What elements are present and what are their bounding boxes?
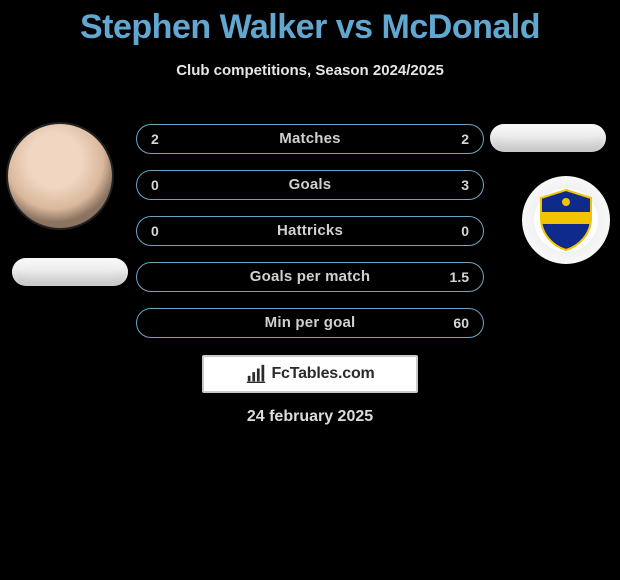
stat-row-hattricks: 0 Hattricks 0 <box>136 216 484 246</box>
stat-right: 0 <box>461 217 469 245</box>
date-text: 24 february 2025 <box>0 408 620 426</box>
page-title: Stephen Walker vs McDonald <box>0 8 620 47</box>
player2-club-crest <box>522 176 610 264</box>
branding-badge[interactable]: FcTables.com <box>202 355 418 393</box>
stat-row-goals: 0 Goals 3 <box>136 170 484 200</box>
stat-row-matches: 2 Matches 2 <box>136 124 484 154</box>
comparison-card: Stephen Walker vs McDonald Club competit… <box>0 0 620 580</box>
stat-right: 3 <box>461 171 469 199</box>
stat-row-gpm: Goals per match 1.5 <box>136 262 484 292</box>
bar-chart-icon <box>245 363 267 385</box>
stat-label: Hattricks <box>137 217 483 245</box>
title-vs: vs <box>336 8 373 46</box>
player1-club-pill <box>12 258 128 286</box>
subtitle: Club competitions, Season 2024/2025 <box>0 62 620 79</box>
shield-icon <box>537 188 595 252</box>
stat-row-mpg: Min per goal 60 <box>136 308 484 338</box>
stat-label: Goals per match <box>137 263 483 291</box>
stat-label: Min per goal <box>137 309 483 337</box>
player2-name: McDonald <box>382 8 540 46</box>
player1-name: Stephen Walker <box>80 8 327 46</box>
stat-right: 2 <box>461 125 469 153</box>
player1-photo <box>8 124 112 228</box>
stat-rows: 2 Matches 2 0 Goals 3 0 Hattricks 0 Goal… <box>136 124 484 354</box>
player2-club-pill <box>490 124 606 152</box>
stat-right: 60 <box>453 309 469 337</box>
stat-label: Matches <box>137 125 483 153</box>
stat-label: Goals <box>137 171 483 199</box>
branding-text: FcTables.com <box>271 365 374 383</box>
stat-right: 1.5 <box>450 263 469 291</box>
